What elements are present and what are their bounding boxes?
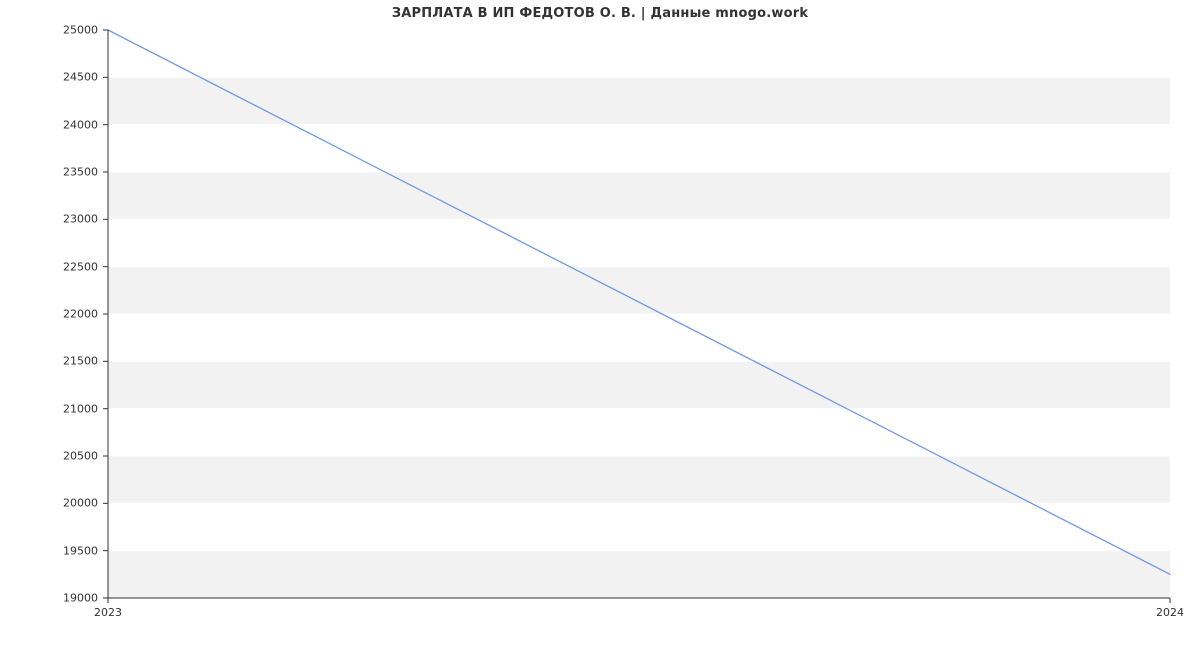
y-tick-label: 20000 <box>58 497 98 510</box>
chart-title: ЗАРПЛАТА В ИП ФЕДОТОВ О. В. | Данные mno… <box>0 6 1200 21</box>
y-tick-label: 24500 <box>58 71 98 84</box>
y-tick-label: 23000 <box>58 213 98 226</box>
y-tick-label: 25000 <box>58 24 98 37</box>
y-tick-label: 24000 <box>58 118 98 131</box>
y-tick-label: 19000 <box>58 592 98 605</box>
y-tick-label: 23500 <box>58 166 98 179</box>
chart-svg <box>108 30 1170 598</box>
y-tick-label: 21000 <box>58 402 98 415</box>
y-tick-label: 19500 <box>58 544 98 557</box>
x-tick-label: 2024 <box>1156 606 1184 619</box>
chart-plot-area <box>108 30 1170 598</box>
y-tick-label: 22500 <box>58 260 98 273</box>
x-tick-label: 2023 <box>94 606 122 619</box>
y-tick-label: 20500 <box>58 450 98 463</box>
y-tick-label: 21500 <box>58 355 98 368</box>
y-tick-label: 22000 <box>58 308 98 321</box>
